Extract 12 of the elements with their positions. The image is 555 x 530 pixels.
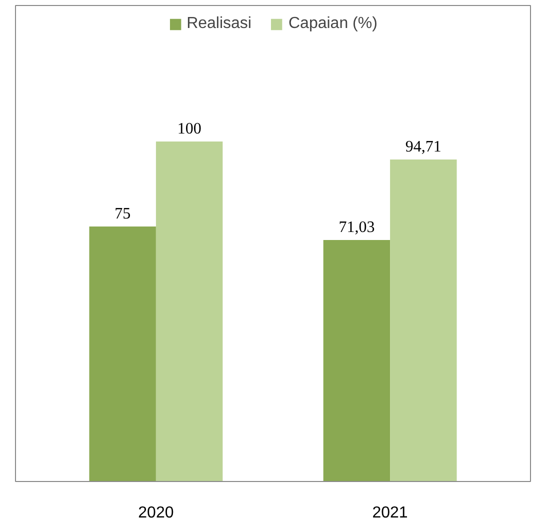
legend-label: Capaian (%) xyxy=(288,15,378,33)
bar xyxy=(89,226,156,482)
x-tick-label: 2020 xyxy=(138,504,174,522)
legend-label: Realisasi xyxy=(186,15,252,33)
bar xyxy=(390,159,457,482)
data-label: 100 xyxy=(177,120,202,138)
data-label: 94,71 xyxy=(405,138,442,156)
bar xyxy=(323,240,390,482)
x-tick-label: 2021 xyxy=(372,504,408,522)
data-label: 71,03 xyxy=(338,219,375,236)
data-label: 75 xyxy=(114,206,131,222)
bar xyxy=(156,142,223,482)
